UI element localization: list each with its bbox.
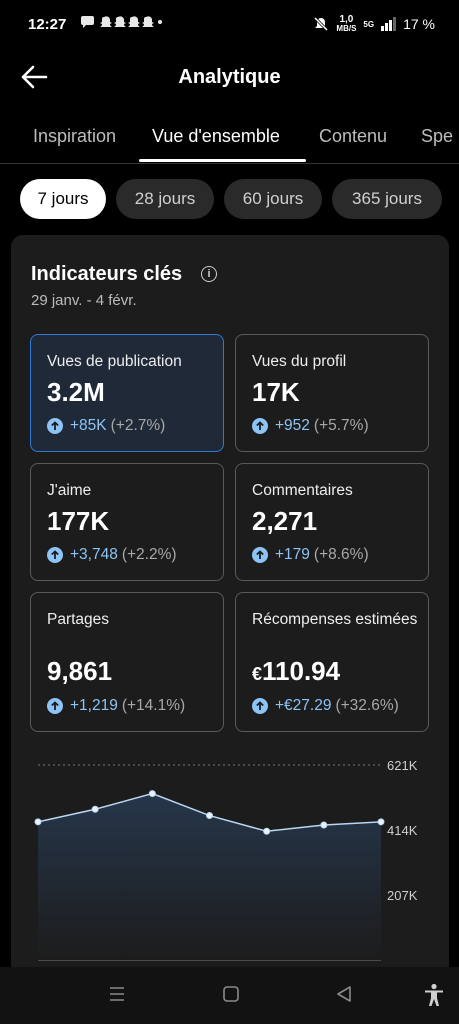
metric-change: +3,748 (+2.2%) [47,546,177,564]
range-28-days[interactable]: 28 jours [116,179,214,219]
metric-value: 2,271 [252,506,318,536]
range-7-days[interactable]: 7 jours [20,179,106,219]
metric-change-pct: (+2.7%) [110,417,166,434]
metric-change-abs: +€27.29 [275,697,332,714]
active-tab-indicator [139,159,306,162]
metric-value: 9,861 [47,656,113,686]
chart-point [320,821,328,829]
metric-change-abs: +179 [275,546,310,563]
metric-change-pct: (+8.6%) [313,546,369,563]
range-365-days[interactable]: 365 jours [332,179,442,219]
chart-point [206,812,213,820]
network-speed-unit: MB/S [336,24,357,33]
tab-bar: Inspiration Vue d'ensemble Contenu Spe [0,112,459,164]
accessibility-icon[interactable] [423,983,445,1007]
dot-icon [158,20,162,24]
arrow-up-icon [252,698,268,714]
metric-change: +85K (+2.7%) [47,417,165,435]
snapchat-icon [100,16,112,27]
arrow-up-icon [47,698,63,714]
info-icon[interactable]: i [201,266,217,282]
status-right: 1,0 MB/S 5G 17 % [313,15,435,33]
tab-overview[interactable]: Vue d'ensemble [152,126,280,146]
back-nav-icon[interactable] [335,984,353,1004]
arrow-up-icon [252,418,268,434]
metric-value: 177K [47,506,110,536]
chart-point [148,790,156,798]
tab-spe[interactable]: Spe [421,126,454,146]
metric-label: Partages [47,611,110,628]
metric-change: +179 (+8.6%) [252,546,369,564]
metric-change-abs: +952 [275,417,310,434]
y-tick-label: 414K [387,823,418,838]
metric-change-pct: (+2.2%) [121,546,177,563]
status-time: 12:27 [28,16,67,33]
metric-likes[interactable]: J'aime 177K +3,748 (+2.2%) [30,463,224,581]
metric-profile-views[interactable]: Vues du profil 17K +952 (+5.7%) [235,334,429,452]
metric-change-pct: (+32.6%) [335,697,399,714]
chart-point [377,818,385,826]
tab-inspiration[interactable]: Inspiration [33,126,117,146]
app-header: Analytique [0,52,459,108]
recent-apps-icon[interactable] [108,984,126,1004]
metric-change: +1,219 (+14.1%) [47,697,185,715]
metric-label: Vues de publication [47,353,182,370]
home-icon[interactable] [222,984,240,1004]
arrow-up-icon [47,418,63,434]
y-tick-label: 621K [387,758,418,773]
metric-post-views[interactable]: Vues de publication 3.2M +85K (+2.7%) [30,334,224,452]
signal-icon [381,17,397,31]
metric-label: J'aime [47,482,92,499]
metric-value: 17K [252,377,300,407]
notification-icons [80,15,164,32]
status-bar: 12:27 1,0 MB/S 5G 17 % [0,0,459,50]
metric-change-pct: (+14.1%) [121,697,186,714]
chart-point [263,827,271,835]
metric-change-abs: +85K [70,417,107,434]
network-speed: 1,0 MB/S [336,15,356,33]
chart-point [91,805,99,813]
metric-label: Commentaires [252,482,353,499]
network-type: 5G [363,19,375,29]
network-speed-value: 1,0 [339,14,354,25]
chat-icon [81,16,94,28]
metric-change: +952 (+5.7%) [252,417,369,435]
arrow-up-icon [252,547,268,563]
metric-value: €110.94 [252,656,340,687]
chart-point [34,818,42,826]
metric-value: 3.2M [47,377,105,407]
back-arrow-icon [21,65,48,89]
currency-symbol: € [252,664,263,684]
metric-change-pct: (+5.7%) [313,417,369,434]
metric-label: Récompenses estimées [252,611,418,628]
notification-icons-row [81,16,162,28]
metric-comments[interactable]: Commentaires 2,271 +179 (+8.6%) [235,463,429,581]
page-title: Analytique [178,66,281,88]
metric-change-abs: +3,748 [70,546,118,563]
range-60-days[interactable]: 60 jours [224,179,322,219]
snapchat-icon [114,16,126,27]
arrow-up-icon [47,547,63,563]
snapchat-icon [128,16,140,27]
metric-shares[interactable]: Partages 9,861 +1,219 (+14.1%) [30,592,224,732]
metric-change: +€27.29 (+32.6%) [252,697,399,715]
metric-change-abs: +1,219 [70,697,118,714]
battery-level: 17 % [403,16,435,32]
card-title: Indicateurs clés [31,263,183,285]
snapchat-icon [142,16,154,27]
system-nav-bar [0,967,459,1024]
metric-value-number: 110.94 [262,656,341,686]
tab-content[interactable]: Contenu [319,126,388,146]
mute-icon [314,16,329,32]
key-metrics-card: Indicateurs clés i 29 janv. - 4 févr. Vu… [11,235,449,995]
back-button[interactable] [20,64,52,92]
metric-label: Vues du profil [252,353,347,370]
metric-estimated-rewards[interactable]: Récompenses estimées €110.94 +€27.29 (+3… [235,592,429,732]
post-views-chart: 621K 414K 207K [34,758,418,961]
chart-area [38,793,381,960]
date-range: 29 janv. - 4 févr. [31,292,137,309]
y-tick-label: 207K [387,888,418,903]
